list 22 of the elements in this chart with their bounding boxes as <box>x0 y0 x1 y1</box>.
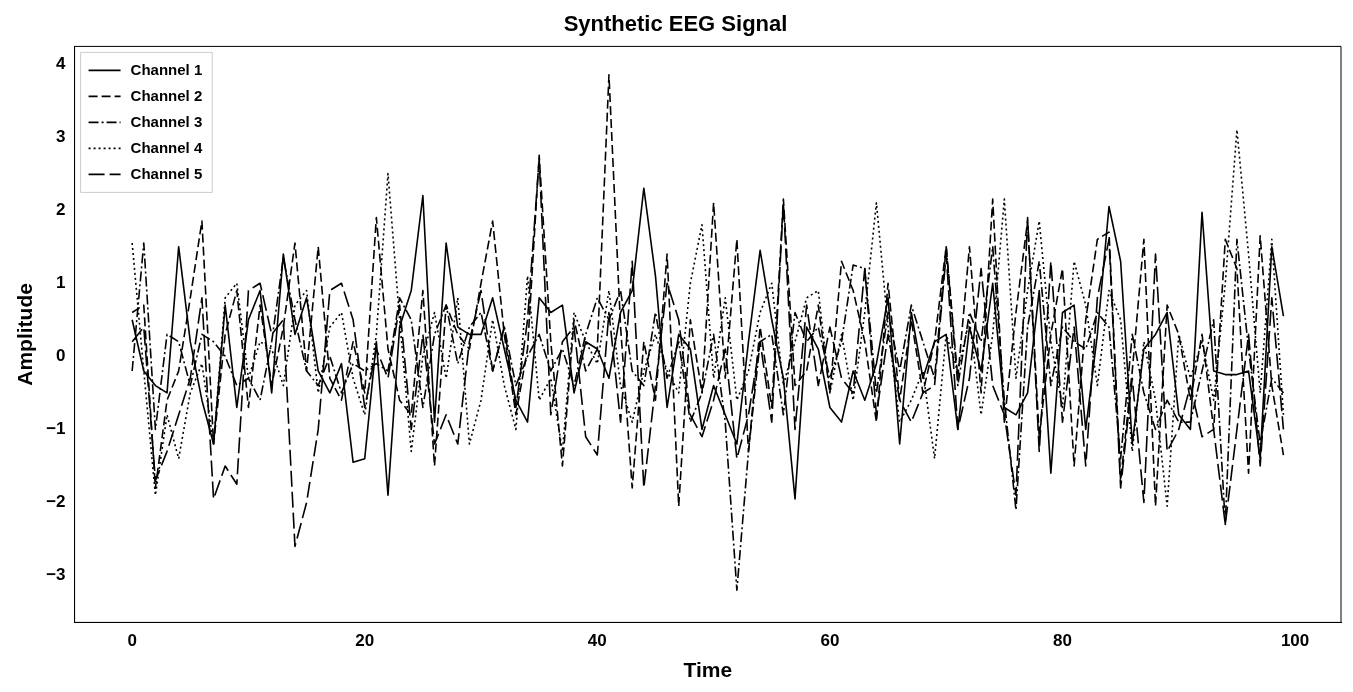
x-tick-label: 40 <box>587 631 607 651</box>
x-tick-label: 0 <box>127 631 137 651</box>
x-tick-label: 80 <box>1053 631 1072 651</box>
x-tick-label: 60 <box>820 631 840 651</box>
y-tick-label: 3 <box>56 126 66 146</box>
x-tick-label: 20 <box>355 631 375 651</box>
legend-label: Channel 2 <box>130 86 203 104</box>
y-tick-label: 0 <box>56 346 66 366</box>
legend-label: Channel 4 <box>130 138 203 156</box>
y-tick-label: 1 <box>56 272 66 292</box>
legend-label: Channel 1 <box>130 60 203 78</box>
x-tick-label: 100 <box>1280 631 1310 651</box>
chart-title: Synthetic EEG Signal <box>563 11 788 37</box>
x-axis-title: Time <box>683 658 733 682</box>
legend-label: Channel 3 <box>130 112 203 130</box>
y-tick-label: −1 <box>46 419 66 439</box>
y-tick-label: 2 <box>56 199 66 219</box>
legend-label: Channel 5 <box>130 164 203 182</box>
y-axis-title: Amplitude <box>13 283 37 386</box>
y-tick-label: −3 <box>46 565 66 585</box>
y-tick-label: −2 <box>46 492 66 512</box>
y-tick-label: 4 <box>56 53 67 73</box>
